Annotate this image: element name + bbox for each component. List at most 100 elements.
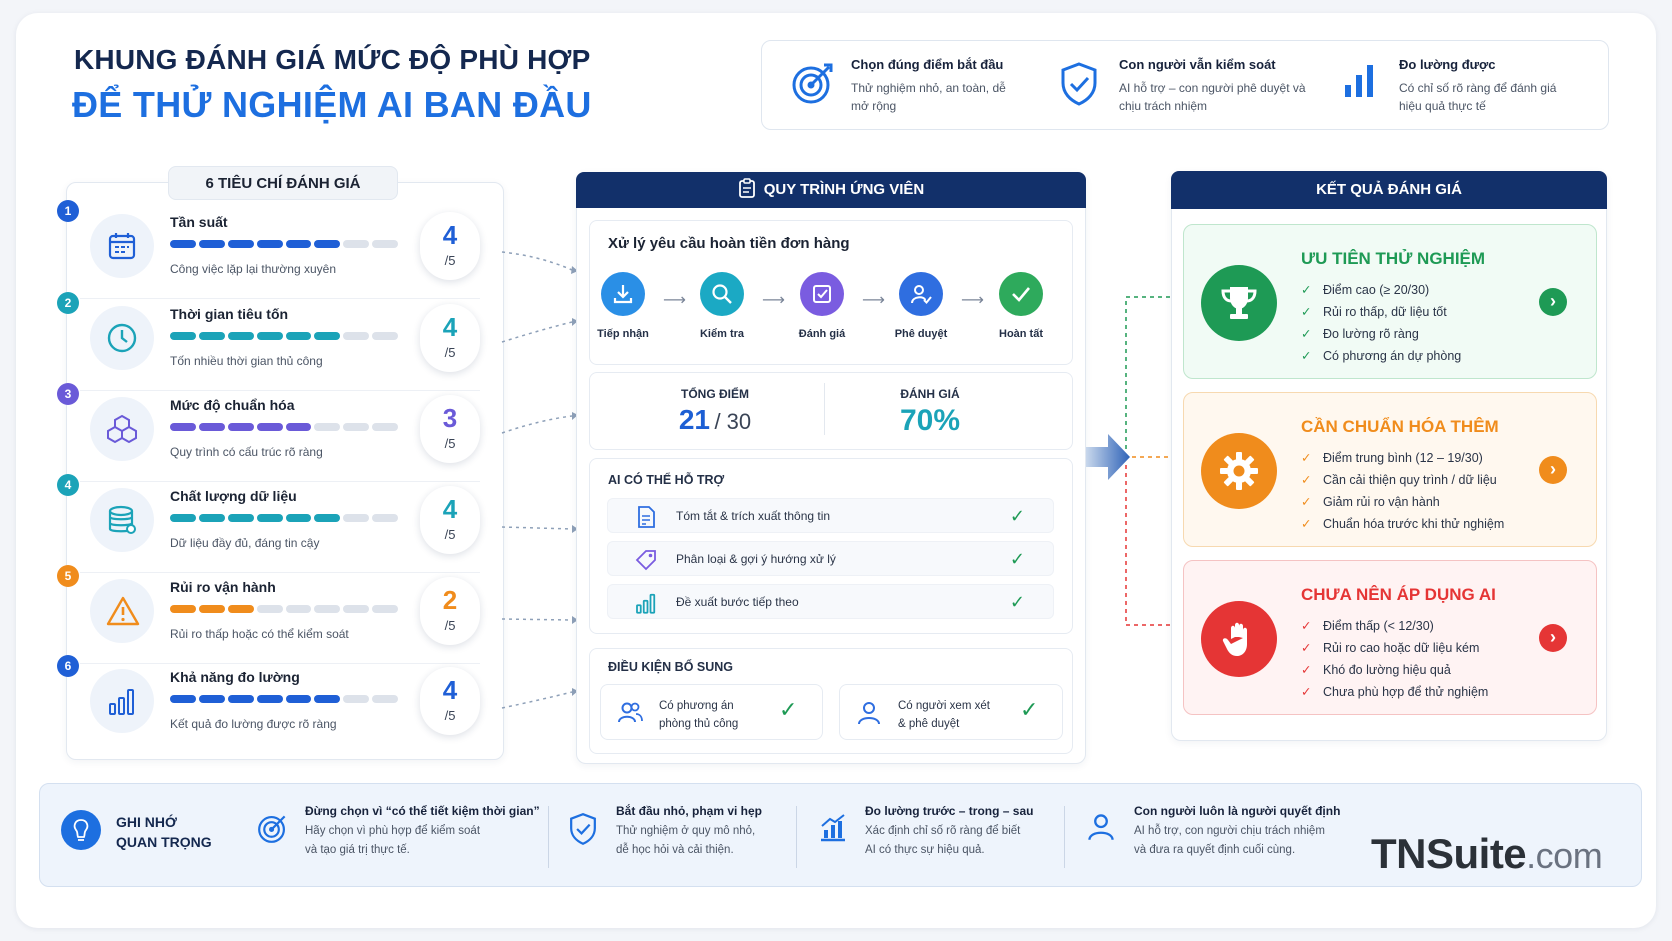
score-bar-segment bbox=[343, 332, 370, 340]
result-point: ✓ Giảm rủi ro vận hành bbox=[1301, 491, 1504, 513]
reminder-title: Bắt đầu nhỏ, phạm vi hẹp bbox=[616, 804, 763, 818]
condition-text: Có phương án phòng thủ công bbox=[659, 697, 738, 733]
chevron-right-button[interactable]: › bbox=[1539, 288, 1567, 316]
check-icon: ✓ bbox=[1301, 473, 1312, 487]
step-label: Phê duyệt bbox=[894, 328, 948, 340]
score-bar-segment bbox=[170, 332, 196, 340]
score-bar-segment bbox=[198, 605, 225, 613]
criterion-desc: Kết quả đo lường được rõ ràng bbox=[170, 717, 337, 731]
score-bar-segment bbox=[198, 240, 225, 248]
criterion-name: Chất lượng dữ liệu bbox=[170, 488, 297, 504]
score-bar-segment bbox=[170, 514, 196, 522]
ai-support-text: Đề xuất bước tiếp theo bbox=[676, 595, 799, 609]
brand-suffix: .com bbox=[1526, 835, 1603, 876]
criterion-number: 5 bbox=[57, 565, 79, 587]
chevron-right-button[interactable]: › bbox=[1539, 624, 1567, 652]
bar-chart-icon bbox=[1345, 65, 1373, 97]
score-bar-segment bbox=[256, 514, 283, 522]
result-point-text: Chưa phù hợp để thử nghiệm bbox=[1323, 685, 1489, 699]
process-step: Kiểm tra bbox=[682, 272, 762, 340]
check-icon: ✓ bbox=[1301, 619, 1312, 633]
criterion-score-badge: 4/5 bbox=[420, 212, 480, 280]
score-bar-segment bbox=[285, 423, 312, 431]
result-point-text: Giảm rủi ro vận hành bbox=[1323, 495, 1440, 509]
criterion-name: Mức độ chuẩn hóa bbox=[170, 397, 295, 413]
criterion-desc: Dữ liệu đầy đủ, đáng tin cậy bbox=[170, 536, 320, 550]
reminders-title-line: GHI NHỚ bbox=[116, 814, 177, 830]
criterion-score-badge: 4/5 bbox=[420, 304, 480, 372]
reminder-desc: Thử nghiệm ở quy mô nhỏ, dễ học hỏi và cả… bbox=[616, 822, 762, 860]
score-bar-segment bbox=[170, 423, 196, 431]
total-score: 21 / 30 bbox=[650, 404, 780, 436]
criterion-score-badge: 3/5 bbox=[420, 395, 480, 463]
score-bar-segment bbox=[372, 332, 398, 340]
users-icon bbox=[618, 702, 643, 723]
reminder-item: Con người luôn là người quyết định AI hỗ… bbox=[1088, 804, 1340, 860]
score-bar-segment bbox=[372, 423, 398, 431]
result-points: ✓ Điểm thấp (< 12/30) ✓ Rủi ro cao hoặc dữ … bbox=[1301, 615, 1488, 703]
criterion-item: 5 Rủi ro vận hành Rủi ro thấp hoặc có thể … bbox=[57, 565, 488, 653]
score-bar-segment bbox=[343, 423, 370, 431]
criterion-item: 2 Thời gian tiêu tốn Tốn nhiều thời gian t… bbox=[57, 292, 488, 380]
result-point-text: Chuẩn hóa trước khi thử nghiệm bbox=[1323, 517, 1505, 531]
score-bar-segment bbox=[285, 605, 312, 613]
score-bar-segment bbox=[198, 332, 225, 340]
result-point: ✓ Có phương án dự phòng bbox=[1301, 345, 1461, 367]
criterion-icon-badge bbox=[90, 579, 154, 643]
reminder-line: và đưa ra quyết định cuối cùng. bbox=[1134, 844, 1296, 856]
condition-line: phòng thủ công bbox=[659, 718, 739, 730]
highlights-box: Chọn đúng điểm bắt đầu Thử nghiệm nhỏ, a… bbox=[761, 40, 1609, 130]
target-icon bbox=[792, 63, 833, 104]
score-bar-segment bbox=[314, 240, 341, 248]
result-title: CẦN CHUẨN HÓA THÊM bbox=[1301, 417, 1499, 436]
step-label: Tiếp nhận bbox=[597, 328, 649, 340]
results-heading: KẾT QUẢ ĐÁNH GIÁ bbox=[1171, 171, 1607, 209]
reminder-line: Thử nghiệm ở quy mô nhỏ, bbox=[616, 825, 756, 837]
reminder-line: và tạo giá trị thực tế. bbox=[305, 844, 410, 856]
divider bbox=[80, 390, 480, 391]
condition-fallback: Có phương án phòng thủ công ✓ bbox=[600, 684, 823, 740]
score-bar-segment bbox=[227, 695, 254, 703]
highlight-title: Con người vẫn kiểm soát bbox=[1119, 57, 1276, 72]
result-point: ✓ Đo lường rõ ràng bbox=[1301, 323, 1461, 345]
score-bar-segment bbox=[198, 514, 225, 522]
result-point-text: Cần cải thiện quy trình / dữ liệu bbox=[1323, 473, 1497, 487]
check-icon: ✓ bbox=[1009, 506, 1025, 526]
score-bar-segment bbox=[256, 332, 283, 340]
criterion-score-suffix: /5 bbox=[444, 708, 456, 723]
reminder-line: Hãy chọn vì phù hợp để kiểm soát bbox=[305, 825, 481, 837]
criterion-score-badge: 4/5 bbox=[420, 486, 480, 554]
criterion-score: 3 bbox=[442, 403, 458, 433]
criterion-score: 2 bbox=[442, 585, 458, 615]
divider bbox=[824, 383, 825, 435]
criterion-desc: Tốn nhiều thời gian thủ công bbox=[170, 354, 323, 368]
process-heading: QUY TRÌNH ỨNG VIÊN bbox=[576, 172, 1086, 208]
ai-support-text: Phân loại & gợi ý hướng xử lý bbox=[676, 552, 836, 566]
criterion-item: 4 Chất lượng dữ liệu Dữ liệu đầy đủ, đáng … bbox=[57, 474, 488, 562]
total-score-label: TỔNG ĐIỂM bbox=[681, 387, 749, 401]
result-point-text: Có phương án dự phòng bbox=[1323, 349, 1462, 363]
score-bar-segment bbox=[372, 695, 398, 703]
result-point: ✓ Chuẩn hóa trước khi thử nghiệm bbox=[1301, 513, 1504, 535]
criterion-score-bar bbox=[170, 423, 398, 431]
check-icon: ✓ bbox=[1301, 495, 1312, 509]
check-icon: ✓ bbox=[1301, 451, 1312, 465]
score-bar-segment bbox=[285, 695, 312, 703]
process-step: Phê duyệt bbox=[881, 272, 961, 340]
check-icon: ✓ bbox=[779, 697, 798, 722]
result-point: ✓ Rủi ro cao hoặc dữ liệu kém bbox=[1301, 637, 1488, 659]
flow-arrow-icon bbox=[1086, 434, 1130, 480]
criterion-icon-badge bbox=[90, 669, 154, 733]
score-bar-segment bbox=[170, 240, 196, 248]
divider bbox=[796, 806, 797, 868]
step-label: Kiểm tra bbox=[699, 328, 745, 340]
chevron-right-button[interactable]: › bbox=[1539, 456, 1567, 484]
total-score-max: / 30 bbox=[714, 409, 752, 434]
criterion-name: Rủi ro vận hành bbox=[170, 579, 276, 595]
user-icon bbox=[858, 702, 880, 725]
process-step: Hoàn tất bbox=[981, 272, 1061, 340]
reminder-desc: Hãy chọn vì phù hợp để kiểm soát và tạo g… bbox=[305, 822, 540, 860]
result-card: CẦN CHUẨN HÓA THÊM ✓ Điểm trung bình (12 –… bbox=[1183, 392, 1597, 547]
criterion-score-badge: 4/5 bbox=[420, 667, 480, 735]
result-point-text: Điểm thấp (< 12/30) bbox=[1323, 619, 1434, 633]
